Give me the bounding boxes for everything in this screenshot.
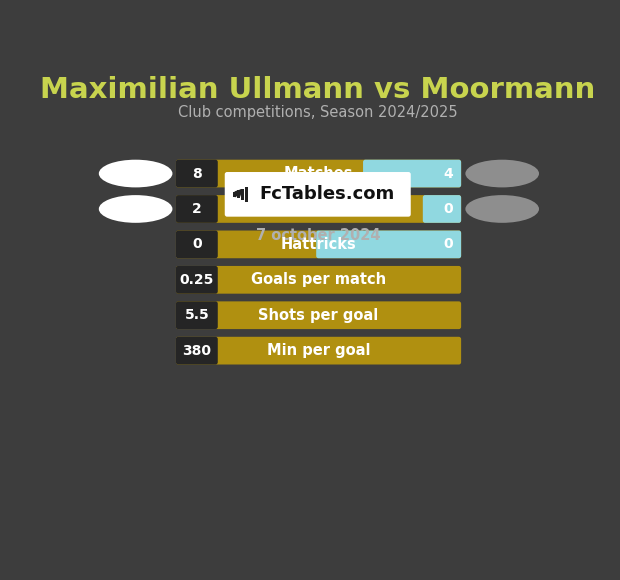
Bar [233, 192, 236, 197]
Text: 4: 4 [443, 166, 453, 180]
Text: 8: 8 [192, 166, 202, 180]
FancyBboxPatch shape [176, 195, 461, 223]
Bar [237, 190, 241, 198]
Bar [245, 187, 248, 202]
FancyBboxPatch shape [176, 230, 461, 258]
Text: 0: 0 [443, 202, 453, 216]
FancyBboxPatch shape [176, 160, 218, 187]
FancyBboxPatch shape [316, 230, 461, 258]
Text: Shots per goal: Shots per goal [259, 308, 379, 322]
Text: Maximilian Ullmann vs Moormann: Maximilian Ullmann vs Moormann [40, 77, 595, 104]
Text: 2: 2 [192, 202, 202, 216]
Ellipse shape [466, 195, 539, 223]
FancyBboxPatch shape [176, 230, 218, 258]
Text: Hattricks: Hattricks [281, 237, 356, 252]
FancyBboxPatch shape [176, 266, 461, 293]
FancyBboxPatch shape [363, 160, 461, 187]
Text: 7 october 2024: 7 october 2024 [255, 228, 380, 242]
FancyBboxPatch shape [176, 302, 461, 329]
FancyBboxPatch shape [423, 195, 461, 223]
Text: Club competitions, Season 2024/2025: Club competitions, Season 2024/2025 [178, 105, 458, 120]
FancyBboxPatch shape [176, 337, 218, 364]
FancyBboxPatch shape [176, 266, 218, 293]
Ellipse shape [99, 160, 172, 187]
Text: Matches: Matches [284, 166, 353, 181]
Text: 0: 0 [192, 237, 202, 251]
Text: 0: 0 [443, 237, 453, 251]
Text: 380: 380 [182, 343, 211, 358]
Text: Goals per match: Goals per match [251, 273, 386, 287]
Text: 5.5: 5.5 [185, 308, 209, 322]
FancyBboxPatch shape [176, 302, 218, 329]
Bar [241, 188, 244, 200]
FancyBboxPatch shape [224, 172, 410, 217]
FancyBboxPatch shape [176, 160, 461, 187]
FancyBboxPatch shape [176, 195, 218, 223]
Text: FcTables.com: FcTables.com [259, 186, 395, 204]
Text: Min per goal: Min per goal [267, 343, 370, 358]
Ellipse shape [99, 195, 172, 223]
Text: 0.25: 0.25 [180, 273, 214, 287]
Ellipse shape [466, 160, 539, 187]
Text: Goals: Goals [296, 201, 342, 216]
FancyBboxPatch shape [176, 337, 461, 364]
